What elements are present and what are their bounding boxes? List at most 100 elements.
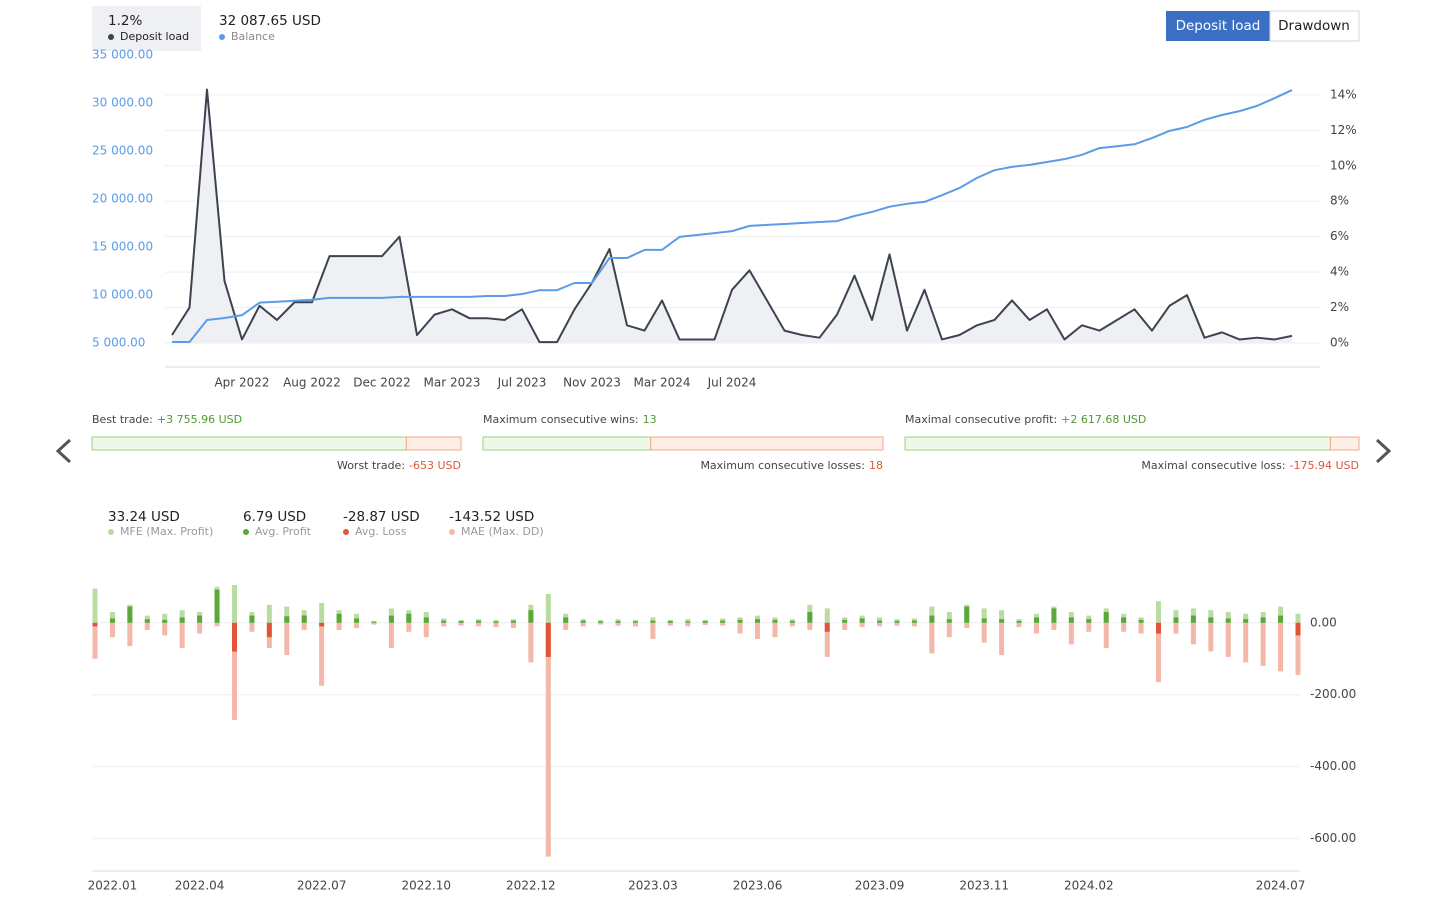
- stat-value: 13: [643, 413, 657, 426]
- x-tick-label: 2023.11: [959, 879, 1009, 893]
- stat-label: Best trade:: [92, 413, 153, 426]
- y2-tick-label: 4%: [1330, 265, 1349, 279]
- bar: [545, 593, 551, 623]
- x-tick-label: Jul 2024: [707, 376, 757, 390]
- stat-bar-good: [91, 436, 407, 451]
- bar: [981, 608, 987, 623]
- bar: [1156, 622, 1162, 634]
- bar: [1260, 622, 1266, 666]
- bar: [580, 622, 586, 627]
- y-tick-label: -600.00: [1310, 831, 1356, 845]
- bar: [1156, 601, 1162, 623]
- bar: [650, 617, 656, 623]
- bar: [877, 617, 883, 623]
- bar: [214, 622, 220, 627]
- bar: [1190, 622, 1196, 645]
- bar: [388, 615, 394, 623]
- bar: [650, 620, 656, 623]
- bar: [632, 622, 638, 627]
- bar: [336, 622, 342, 630]
- bar: [999, 610, 1005, 623]
- bar: [528, 622, 534, 663]
- next-arrow[interactable]: [1375, 438, 1392, 464]
- bar: [1016, 620, 1022, 623]
- button[interactable]: Deposit load: [1176, 18, 1261, 34]
- y2-tick-label: 14%: [1330, 87, 1357, 101]
- y2-tick-label: 2%: [1330, 300, 1349, 314]
- bar: [1051, 608, 1057, 623]
- y2-tick-label: 0%: [1330, 336, 1349, 350]
- stat-value: +2 617.68 USD: [1061, 413, 1146, 426]
- stat-bottom: Maximal consecutive loss: -175.94 USD: [1141, 459, 1359, 472]
- x-tick-label: Mar 2024: [634, 376, 691, 390]
- bar: [1103, 622, 1109, 648]
- stat-bottom: Worst trade: -653 USD: [337, 459, 461, 472]
- bar: [109, 618, 115, 623]
- bar: [737, 619, 743, 623]
- bar: [964, 606, 970, 623]
- bar: [423, 622, 429, 638]
- bar: [981, 622, 987, 643]
- x-tick-label: Jul 2023: [497, 376, 547, 390]
- button[interactable]: Drawdown: [1278, 18, 1350, 34]
- legend-dot: [108, 34, 114, 40]
- x-tick-label: Aug 2022: [283, 376, 341, 390]
- bar: [388, 622, 394, 648]
- prev-arrow[interactable]: [55, 438, 72, 464]
- stat-label: Worst trade:: [337, 459, 405, 472]
- stat-value: -653 USD: [409, 459, 461, 472]
- bar: [772, 619, 778, 623]
- stat-label: Maximum consecutive wins:: [483, 413, 639, 426]
- bar: [127, 606, 133, 623]
- bar: [231, 622, 237, 652]
- bar: [371, 621, 377, 623]
- bar: [1051, 622, 1057, 630]
- bar: [92, 622, 98, 627]
- bar: [929, 622, 935, 654]
- bar: [441, 622, 447, 627]
- bar: [1243, 619, 1249, 623]
- bar: [162, 622, 168, 636]
- bar: [1068, 622, 1074, 645]
- bar: [336, 613, 342, 623]
- y-tick-label: 20 000.00: [92, 192, 153, 206]
- bar: [1278, 606, 1284, 623]
- bar: [789, 620, 795, 623]
- legend-value: 1.2%: [108, 13, 142, 29]
- bar: [667, 620, 673, 623]
- bar: [109, 622, 115, 638]
- bar: [894, 622, 900, 626]
- bar: [1086, 622, 1092, 632]
- bar: [458, 622, 464, 626]
- bar: [92, 588, 98, 623]
- bar: [162, 613, 168, 623]
- bar: [354, 622, 360, 629]
- bar: [493, 621, 499, 623]
- x-tick-label: 2023.03: [628, 879, 678, 893]
- bar: [737, 622, 743, 634]
- legend-value: 32 087.65 USD: [219, 13, 321, 29]
- x-tick-label: 2022.12: [506, 879, 556, 893]
- bar: [615, 620, 621, 623]
- button-bg[interactable]: [1269, 10, 1360, 42]
- bar: [911, 620, 917, 623]
- line: [171, 88, 1293, 344]
- bar: [231, 585, 237, 623]
- bar: [685, 622, 691, 627]
- bar: [981, 618, 987, 623]
- legend-dot: [219, 34, 225, 40]
- bar: [999, 619, 1005, 623]
- legend-value: 33.24 USD: [108, 509, 180, 525]
- bar: [685, 621, 691, 623]
- bar: [702, 620, 708, 623]
- x-tick-label: 2023.09: [855, 879, 905, 893]
- x-tick-label: Nov 2023: [563, 376, 621, 390]
- stat-bar-bad: [1329, 436, 1360, 451]
- area: [172, 89, 1292, 343]
- bar: [580, 620, 586, 623]
- bar: [1243, 613, 1249, 623]
- button-bg[interactable]: [1166, 11, 1270, 41]
- bar: [824, 608, 830, 623]
- bar: [894, 620, 900, 623]
- bar: [1156, 622, 1162, 683]
